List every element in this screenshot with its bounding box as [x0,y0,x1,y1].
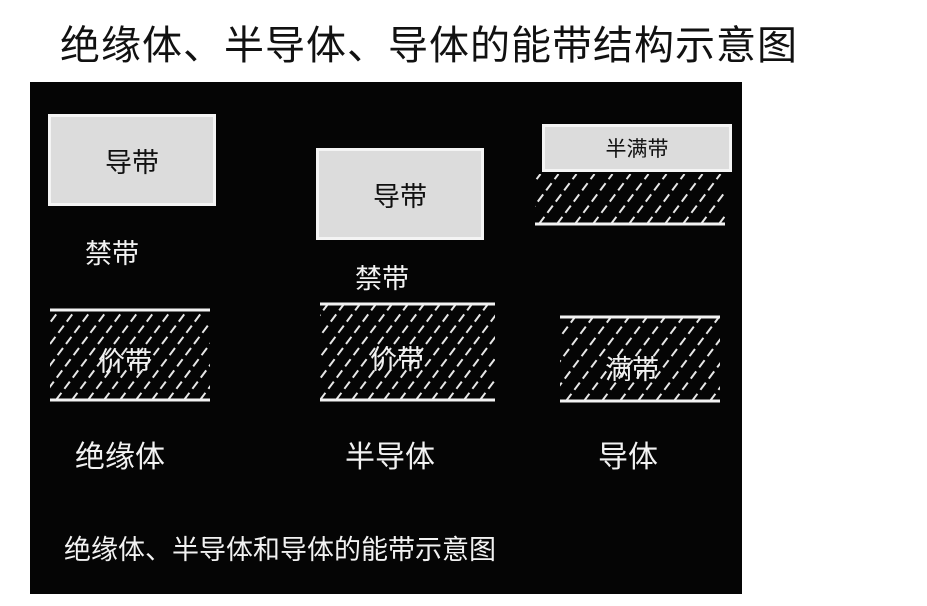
diagram-caption: 绝缘体、半导体和导体的能带示意图 [64,535,496,566]
hatch-line [248,310,316,400]
hatch-line [463,357,495,400]
hatch-line [700,190,725,224]
hatch-line [240,304,312,400]
hatch-line [556,174,596,224]
hatch-line [709,386,720,401]
half-filled-band-label: 半满带 [605,137,669,161]
hatch-line [383,304,457,400]
band-gap-label-insulator: 禁带 [85,239,139,270]
hatch-line [216,310,284,400]
hatch-line [601,317,666,401]
hatch-line [335,304,409,400]
hatch-line [673,338,720,401]
hatch-line [637,317,702,401]
hatch-line [167,342,210,400]
hatch-line [351,304,425,400]
hatch-line [560,317,594,363]
hatch-line [183,363,210,400]
hatch-line [232,310,300,400]
hatch-line [560,317,576,339]
hatch-line [574,174,614,224]
full-band-label-conductor: 满带 [605,355,659,386]
hatch-line [320,304,361,359]
band-gap-label-semiconductor: 禁带 [355,264,409,295]
hatch-line [50,310,109,389]
hatch-line [431,314,495,400]
hatch-line [619,317,684,401]
hatch-line [646,174,686,224]
hatch-line [728,317,742,401]
conduction-band-semiconductor: 导带 [316,148,484,240]
hatch-line [655,317,720,401]
conduction-band-label: 导带 [105,147,159,179]
hatch-line [50,310,77,346]
hatch-line [485,174,523,224]
hatch-line [151,321,210,400]
hatch-layer [30,174,742,403]
hatch-line [103,310,173,400]
hatch-line [224,304,296,400]
hatch-line [583,317,648,401]
hatch-line [592,174,632,224]
hatch-line [628,174,668,224]
valence-band-hatch-semiconductor [224,304,568,400]
hatch-line [367,304,441,400]
hatch-line [479,378,495,400]
hatch-line [737,174,742,224]
hatch-line [320,304,329,317]
hatch-line [691,362,720,401]
half-filled-band-hatch-conductor [485,174,742,224]
hatch-line [718,214,725,224]
hatch-line [560,317,612,387]
hatch-line [447,335,495,400]
hatch-line [135,310,205,400]
valence-band-label-insulator: 价带 [98,347,152,378]
hatch-line [496,304,568,400]
page-title: 绝缘体、半导体、导体的能带结构示意图 [60,23,798,69]
hatch-line [538,174,578,224]
hatch-line [320,304,393,400]
hatch-line [50,310,93,367]
conductor-label: 导体 [598,440,658,475]
hatch-line [71,310,141,400]
hatch-line [119,310,189,400]
hatch-line [30,310,44,400]
semiconductor-label: 半导体 [345,440,435,475]
hatch-line [535,174,542,183]
hatch-line [535,174,560,207]
hatch-line [664,174,704,224]
band-diagram-panel: 导带 禁带 价带 绝缘体 导带 禁带 价带 半导体 半满带 满带 导体 绝缘体、… [30,82,742,594]
conduction-band-insulator: 导带 [48,114,216,206]
valence-band-label-semiconductor: 价带 [370,345,424,376]
hatch-line [399,304,473,400]
conduction-band-label: 导带 [373,181,427,213]
hatch-line [87,310,157,400]
valence-band-hatch-insulator [30,310,316,400]
hatch-line [415,304,489,400]
full-band-hatch-conductor [494,317,742,401]
hatch-line [320,304,377,381]
hatch-line [320,304,345,338]
hatch-line [199,385,210,400]
hatch-line [682,174,722,224]
hatch-line [610,174,650,224]
hatch-line [494,317,557,401]
hatch-line [565,317,630,401]
insulator-label: 绝缘体 [75,440,165,475]
hatch-line [50,310,61,325]
half-filled-band-conductor: 半满带 [542,124,732,172]
hatch-line [55,310,125,400]
